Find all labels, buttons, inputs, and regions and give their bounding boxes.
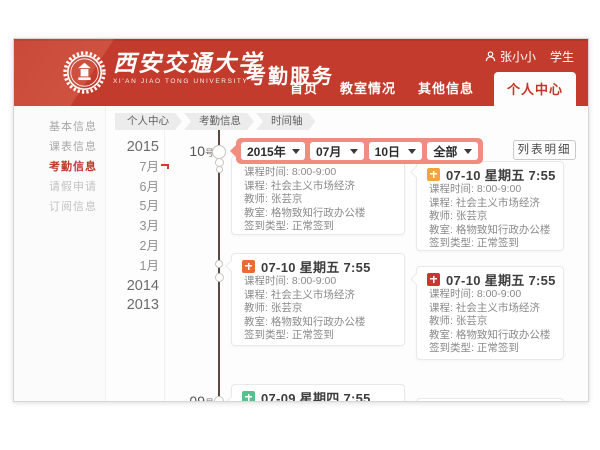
card-field-signin-type: 签到类型: 正常签到 [429,342,519,354]
card-field-signin-type: 签到类型: 正常签到 [244,329,334,341]
timeline-node [212,145,226,159]
nav-item-classrooms[interactable]: 教室情况 [339,81,396,96]
timeline-month-5[interactable]: 5月 [139,199,159,214]
university-logo-group: 西安交通大学 XI'AN JIAO TONG UNIVERSITY [63,51,263,94]
card-title: 07-09 星期四 7:55 [261,390,371,402]
timeline-year-rail: 2015 7月 6月 5月 3月 2月 1月 2014 2013 [114,138,169,316]
breadcrumb-item-personal-center[interactable]: 个人中心 [115,113,182,130]
timeline-year-2013[interactable]: 2013 [126,297,159,314]
card-field-course-time: 课程时间: 8:00-9:00 [244,166,337,178]
year-select[interactable]: 2015年 [241,142,305,160]
card-field-signin-type: 签到类型: 正常签到 [244,220,334,232]
timeline-node [215,260,223,268]
card-title: 07-10 星期五 7:55 [446,167,556,183]
nav-tab-personal-center[interactable]: 个人中心 [493,72,576,106]
sidebar-item-attendance[interactable]: 考勤信息 [49,161,97,173]
attendance-card: 07-10 星期五 7:55 课程时间: 8:00-9:00 课程: 社会主义市… [225,253,405,346]
card-field-course-time: 课程时间: 8:00-9:00 [429,288,522,300]
card-field-teacher: 教师: 张芸京 [429,315,488,327]
breadcrumb-item-timeline[interactable]: 时间轴 [256,113,316,130]
university-name-en: XI'AN JIAO TONG UNIVERSITY [113,78,249,85]
chevron-down-icon [408,148,417,154]
service-title: 考勤服务 [246,66,334,88]
chevron-down-icon [349,148,358,154]
chevron-down-icon [464,148,472,154]
card-field-course: 课程: 社会主义市场经济 [429,301,540,314]
card-title: 07-10 星期五 7:55 [446,272,556,288]
card-field-course: 课程: 社会主义市场经济 [244,179,355,192]
timeline-month-1[interactable]: 1月 [139,258,159,273]
timeline-day-label-10: 10号 [189,143,214,159]
user-icon [485,51,496,62]
card-field-course: 课程: 社会主义市场经济 [244,288,355,301]
attendance-status-icon [242,390,255,401]
card-field-teacher: 教师: 张芸京 [244,193,303,205]
timeline-node [214,273,224,282]
user-account-chip[interactable]: 张小小 学生 [485,48,574,65]
sidebar-item-subscription[interactable]: 订阅信息 [49,201,97,213]
attendance-status-icon [427,167,440,181]
sidebar: 基本信息 课表信息 考勤信息 请假申请 订阅信息 [14,106,106,401]
timeline-year-2015[interactable]: 2015 [126,139,159,155]
content-area: 基本信息 课表信息 考勤信息 请假申请 订阅信息 个人中心 考勤信息 时间轴 2… [14,106,588,401]
timeline-month-7[interactable]: 7月 [114,158,169,178]
current-month-marker [161,163,169,169]
attendance-card: 07-10 星期五 7:55 课程时间: 8:00-9:00 课程: 社会主义市… [410,266,564,360]
nav-item-other-info[interactable]: 其他信息 [417,81,474,96]
filter-bar: 2015年 07月 10日 全部 [230,138,483,164]
card-title: 07-10 星期五 7:55 [261,259,371,275]
type-select[interactable]: 全部 [427,142,478,160]
university-name-cn: 西安交通大学 [113,50,263,77]
list-detail-button[interactable]: 列表明细 [513,140,576,160]
attendance-card: 07-10 星期五 7:55 课程时间: 8:00-9:00 课程: 社会主义市… [410,161,564,251]
timeline-year-2014[interactable]: 2014 [126,277,159,294]
attendance-status-icon [427,272,440,286]
timeline-node [215,166,223,173]
attendance-card: 07-09 星期四 7:55 [225,384,405,402]
day-select[interactable]: 10日 [368,142,423,160]
user-name: 张小小 [499,50,536,64]
card-field-course: 课程: 社会主义市场经济 [429,196,540,209]
card-field-teacher: 教师: 张芸京 [429,210,488,222]
timeline-day-label-09: 09号 [189,393,214,401]
card-field-classroom: 教室: 格物致知行政办公楼 [429,328,551,341]
breadcrumb: 个人中心 考勤信息 时间轴 [115,113,318,130]
header-top-line [14,39,588,41]
attendance-card: 课程时间: 8:00-9:00 课程: 社会主义市场经济 教师: 张芸京 教室:… [231,156,405,235]
app-window: 西安交通大学 XI'AN JIAO TONG UNIVERSITY 考勤服务 张… [13,38,589,402]
timeline-node [214,396,224,401]
chevron-down-icon [291,148,300,154]
rail-divider [164,130,165,401]
breadcrumb-item-attendance[interactable]: 考勤信息 [184,113,254,130]
user-role: 学生 [549,50,574,64]
card-field-teacher: 教师: 张芸京 [244,302,303,314]
attendance-card [416,398,564,401]
card-field-classroom: 教室: 格物致知行政办公楼 [244,315,366,328]
card-field-course-time: 课程时间: 8:00-9:00 [429,183,522,195]
card-field-signin-type: 签到类型: 正常签到 [429,237,519,249]
timeline-month-2[interactable]: 2月 [139,238,159,253]
card-field-classroom: 教室: 格物致知行政办公楼 [429,223,551,236]
app-header: 西安交通大学 XI'AN JIAO TONG UNIVERSITY 考勤服务 张… [14,39,588,106]
timeline-month-3[interactable]: 3月 [139,219,159,234]
main-nav: 首页 教室情况 其他信息 个人中心 [279,72,576,106]
timeline-month-6[interactable]: 6月 [139,179,159,194]
sidebar-item-basic-info[interactable]: 基本信息 [49,121,97,133]
month-select[interactable]: 07月 [310,142,364,160]
nav-item-home[interactable]: 首页 [289,81,318,96]
attendance-status-icon [242,259,255,273]
sidebar-item-leave-request[interactable]: 请假申请 [49,181,97,193]
card-field-classroom: 教室: 格物致知行政办公楼 [244,206,366,219]
sidebar-item-timetable[interactable]: 课表信息 [49,141,97,153]
university-emblem-icon [63,51,106,94]
card-field-course-time: 课程时间: 8:00-9:00 [244,275,337,287]
